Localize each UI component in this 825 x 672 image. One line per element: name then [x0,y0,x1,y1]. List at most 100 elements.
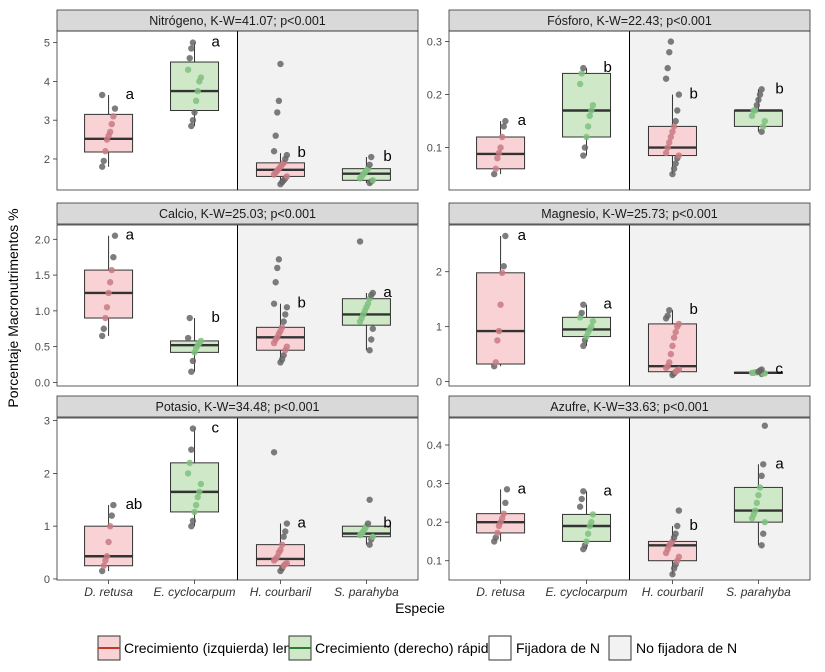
data-point [752,507,759,514]
x-category-label: E. cyclocarpum [154,585,236,599]
data-point [664,312,671,319]
data-point [277,60,284,68]
panel-strip [448,202,811,225]
data-point [188,45,195,52]
data-point [283,520,291,527]
data-point [495,327,503,335]
data-point [576,80,584,88]
legend-key [608,635,632,661]
data-point [272,279,279,286]
data-point [580,301,587,308]
data-point [667,133,675,141]
data-point [756,484,764,491]
data-point [584,123,592,130]
data-point [578,70,585,77]
data-point [758,86,765,93]
data-point [110,501,117,509]
data-point [282,311,289,318]
data-point [669,128,676,135]
data-point [502,232,509,240]
data-point [368,336,375,343]
x-category-label: D. retusa [476,585,525,599]
data-point [283,151,291,159]
data-point [583,133,590,141]
y-tick-label: 3 [44,416,50,428]
data-point [283,173,291,180]
data-point [502,117,509,125]
y-tick-label: 0 [44,574,50,586]
significance-letter: b [689,517,697,534]
data-point [270,148,278,155]
data-point [106,128,114,136]
data-point [755,491,762,499]
box-s-parahyba: c [733,361,783,378]
panel-strip [56,202,419,225]
data-point [672,530,679,537]
data-point [283,304,291,311]
data-point [580,152,587,159]
box-s-parahyba: a [341,238,392,354]
significance-letter: b [383,515,391,532]
data-point [498,269,506,277]
box-h-courbaril: b [255,256,306,366]
data-point [108,120,115,128]
data-point [580,488,587,495]
panel-title: Nitrógeno, K-W=41.07; p<0.001 [149,14,326,28]
y-tick-label: 0.1 [427,143,442,155]
data-point [760,530,767,537]
data-point [356,238,364,245]
data-point [758,542,765,549]
data-point [494,337,501,344]
box-h-courbaril: b [647,38,698,178]
data-point [662,75,670,82]
data-point [758,128,765,135]
x-category-label: H. courbaril [250,585,312,599]
data-point [100,562,107,569]
data-point [589,511,597,518]
legend-label: Fijadora de N [516,640,600,656]
panel-border [448,224,811,387]
data-point [197,74,205,81]
box-d-retusa: a [84,86,135,170]
y-tick-label: 3 [44,115,50,127]
data-point [197,480,205,488]
data-point [667,350,675,358]
y-tick-label: 0.2 [427,517,442,529]
box-d-retusa: a [476,480,527,545]
box-body [562,513,612,542]
significance-letter: a [126,86,135,103]
y-tick-label: 2.0 [35,234,50,246]
data-point [189,357,197,365]
data-point [194,87,201,95]
data-point [274,264,281,272]
box-s-parahyba: b [733,80,784,135]
data-point [588,107,595,114]
data-point [758,366,765,373]
significance-letter: b [297,144,305,161]
data-point [669,170,676,178]
legend-item-crecimiento-derecho-rapido: Crecimiento (derecho) rápido [288,635,497,661]
data-point [580,64,587,72]
data-point [98,332,106,340]
data-point [184,66,192,73]
data-point [108,266,115,274]
box-e-cyclocarpum: b [170,309,220,375]
data-point [196,488,203,496]
x-category-label: E. cyclocarpum [546,585,628,599]
panel-magnesio: Magnesio, K-W=25.73; p<0.001 0 1 2 a a b c [436,202,811,389]
y-tick-label: 1.5 [35,270,50,282]
significance-letter: b [383,148,391,165]
data-point [111,232,119,239]
box-h-courbaril: a [255,449,306,575]
legend-label: No fijadora de N [636,640,737,656]
data-point [672,117,679,125]
data-point [366,161,373,168]
data-point [760,123,767,130]
data-point [761,422,769,429]
data-point [494,529,501,537]
box-s-parahyba: b [341,496,392,548]
data-point [102,148,109,155]
significance-letter: a [518,480,527,497]
data-point [589,317,597,325]
panel-border [448,417,811,581]
